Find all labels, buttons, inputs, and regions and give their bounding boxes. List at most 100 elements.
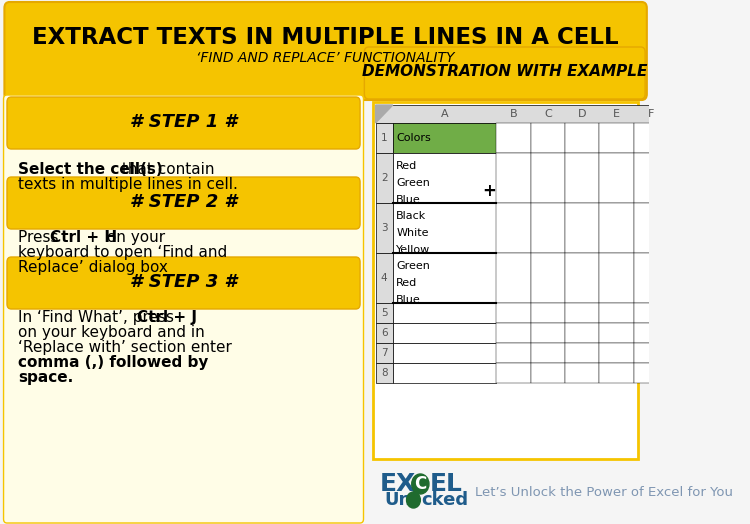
Text: space.: space. — [18, 370, 74, 385]
Text: Unl: Unl — [384, 491, 418, 509]
Text: Blue: Blue — [396, 195, 421, 205]
Text: Blue: Blue — [396, 294, 421, 304]
Text: 8: 8 — [381, 368, 388, 378]
Bar — [393, 363, 496, 383]
Bar — [565, 343, 599, 363]
Bar — [530, 253, 565, 303]
Bar — [599, 203, 634, 253]
Text: Red: Red — [396, 161, 418, 171]
Text: # STEP 2 #: # STEP 2 # — [130, 193, 237, 211]
Bar — [376, 203, 393, 253]
Text: that contain: that contain — [117, 162, 214, 177]
FancyBboxPatch shape — [7, 97, 360, 149]
Text: # STEP 1 #: # STEP 1 # — [130, 113, 237, 131]
Text: +: + — [482, 181, 496, 200]
Bar — [634, 343, 668, 363]
Bar — [376, 123, 393, 153]
Text: 3: 3 — [381, 223, 388, 233]
Bar — [393, 253, 496, 303]
Bar — [393, 343, 496, 363]
Text: Red: Red — [396, 278, 418, 288]
Bar — [376, 323, 393, 343]
Circle shape — [406, 492, 420, 508]
Text: A: A — [441, 109, 448, 119]
Text: ‘FIND AND REPLACE’ FUNCTIONALITY: ‘FIND AND REPLACE’ FUNCTIONALITY — [196, 51, 454, 65]
Bar — [496, 203, 530, 253]
Text: cked: cked — [422, 491, 468, 509]
Bar — [530, 123, 565, 153]
Bar — [599, 323, 634, 343]
Bar — [599, 303, 634, 323]
Bar — [634, 323, 668, 343]
Bar — [530, 343, 565, 363]
Bar — [393, 303, 496, 323]
Bar — [634, 363, 668, 383]
Bar — [565, 153, 599, 203]
Text: 2: 2 — [381, 173, 388, 183]
Bar — [496, 153, 530, 203]
Bar — [565, 123, 599, 153]
Text: B: B — [509, 109, 518, 119]
Bar — [496, 343, 530, 363]
FancyBboxPatch shape — [7, 177, 360, 229]
Bar — [376, 105, 668, 123]
Bar — [530, 203, 565, 253]
Bar — [599, 363, 634, 383]
Bar — [565, 203, 599, 253]
Text: 6: 6 — [381, 328, 388, 338]
Bar — [634, 203, 668, 253]
Text: EX: EX — [380, 472, 416, 496]
Text: Select the cell(s): Select the cell(s) — [18, 162, 163, 177]
Bar — [530, 303, 565, 323]
Bar — [565, 303, 599, 323]
Bar — [376, 153, 393, 203]
Text: 5: 5 — [381, 308, 388, 318]
Text: D: D — [578, 109, 586, 119]
Bar — [599, 343, 634, 363]
Bar — [376, 363, 393, 383]
Bar — [530, 363, 565, 383]
Bar — [393, 323, 496, 343]
Text: DEMONSTRATION WITH EXAMPLE: DEMONSTRATION WITH EXAMPLE — [362, 64, 647, 80]
Text: EL: EL — [430, 472, 463, 496]
Text: Green: Green — [396, 178, 430, 188]
FancyBboxPatch shape — [4, 95, 364, 523]
Bar — [496, 303, 530, 323]
Text: EXTRACT TEXTS IN MULTIPLE LINES IN A CELL: EXTRACT TEXTS IN MULTIPLE LINES IN A CEL… — [32, 26, 619, 49]
Text: keyboard to open ‘Find and: keyboard to open ‘Find and — [18, 245, 227, 260]
Text: Black: Black — [396, 211, 427, 221]
Bar — [565, 363, 599, 383]
Text: Ctrl + J: Ctrl + J — [137, 310, 197, 325]
Text: Press: Press — [18, 230, 64, 245]
Text: Colors: Colors — [396, 133, 431, 143]
Text: Replace’ dialog box: Replace’ dialog box — [18, 260, 168, 275]
Bar — [393, 203, 496, 253]
Bar — [530, 323, 565, 343]
Text: Yellow: Yellow — [396, 245, 430, 255]
Bar — [599, 123, 634, 153]
FancyBboxPatch shape — [7, 257, 360, 309]
Bar — [565, 253, 599, 303]
Bar — [496, 323, 530, 343]
Text: comma (,) followed by: comma (,) followed by — [18, 355, 208, 370]
Text: ‘Replace with’ section enter: ‘Replace with’ section enter — [18, 340, 232, 355]
Bar — [393, 123, 496, 153]
Bar — [634, 123, 668, 153]
Text: Let’s Unlock the Power of Excel for You: Let’s Unlock the Power of Excel for You — [475, 486, 733, 498]
Text: on your: on your — [102, 230, 165, 245]
Text: White: White — [396, 228, 429, 238]
Circle shape — [412, 474, 429, 494]
Text: Ctrl + H: Ctrl + H — [50, 230, 117, 245]
Bar — [599, 253, 634, 303]
Bar — [376, 253, 393, 303]
Bar — [373, 102, 638, 459]
Bar — [599, 153, 634, 203]
Bar — [634, 303, 668, 323]
Bar — [393, 153, 496, 203]
FancyBboxPatch shape — [4, 2, 646, 100]
Bar — [634, 153, 668, 203]
Bar — [496, 253, 530, 303]
Bar — [376, 343, 393, 363]
Text: texts in multiple lines in cell.: texts in multiple lines in cell. — [18, 177, 238, 192]
Bar — [565, 323, 599, 343]
